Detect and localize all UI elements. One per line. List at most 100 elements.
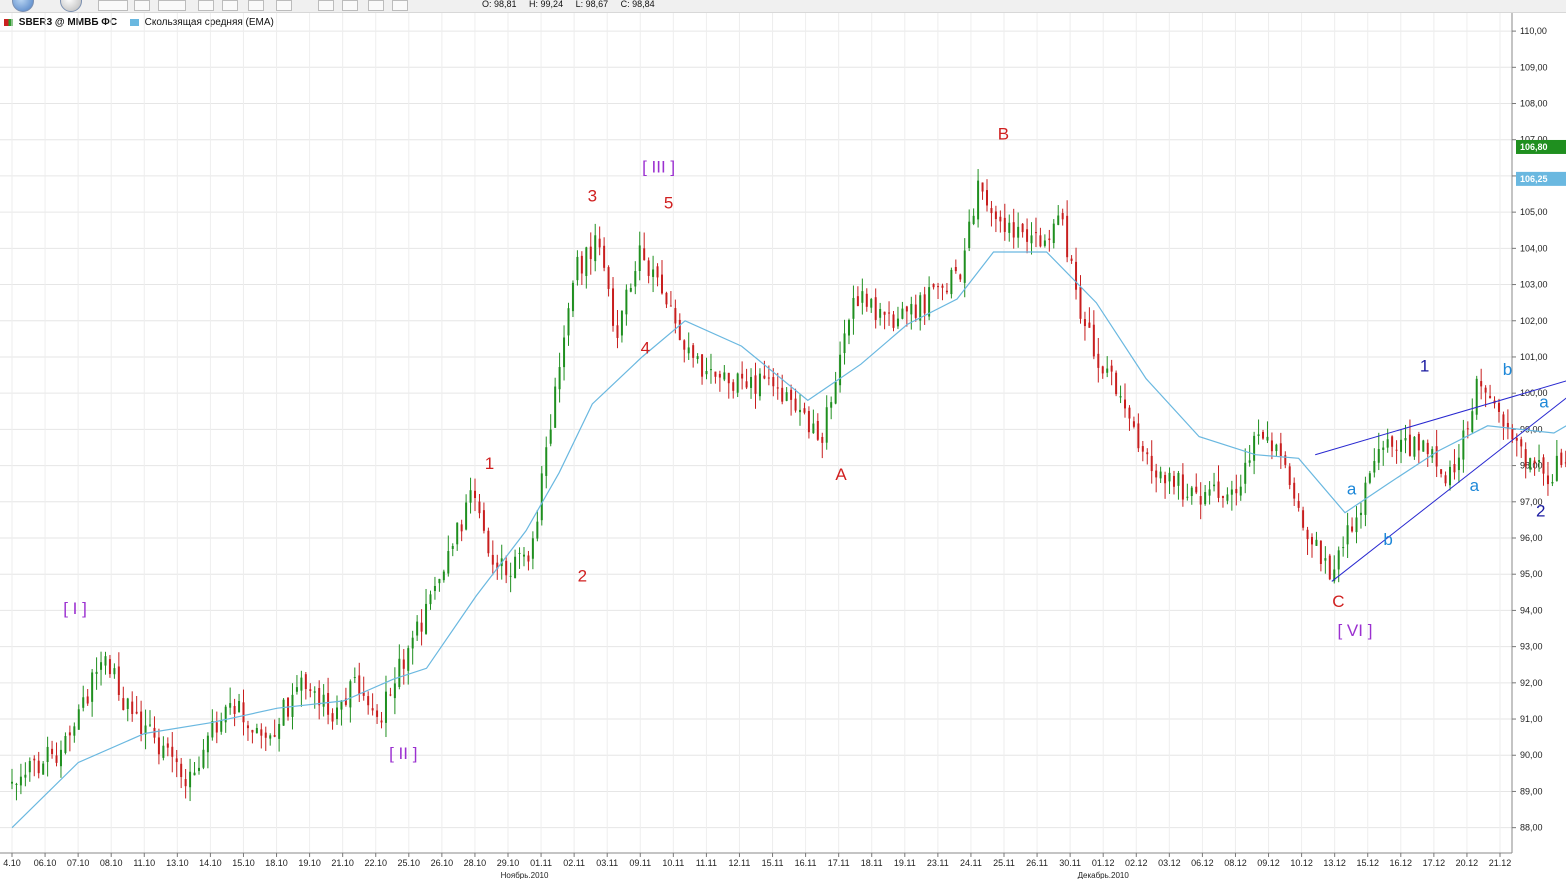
candle-body: [1413, 436, 1416, 457]
candle-body: [425, 603, 428, 634]
candle-body: [540, 473, 543, 521]
candle-body: [1221, 496, 1224, 498]
candle-body: [1137, 423, 1140, 449]
candle-body: [376, 710, 379, 717]
candle-body: [1426, 442, 1429, 455]
candle-body: [1417, 433, 1420, 451]
candle-body: [665, 292, 668, 305]
candle-body: [1092, 324, 1095, 357]
candle-body: [140, 711, 143, 734]
x-tick-label: 07.10: [67, 858, 90, 868]
x-tick-label: 26.10: [431, 858, 454, 868]
pan-tool-button[interactable]: [318, 0, 334, 11]
fib-tool-button[interactable]: [248, 0, 264, 11]
pen-tool-button[interactable]: [342, 0, 358, 11]
candle-body: [264, 732, 267, 738]
x-tick-label: 09.12: [1257, 858, 1280, 868]
candle-body: [1457, 457, 1460, 471]
candle-body: [1484, 387, 1487, 393]
candle-body: [327, 693, 330, 715]
candle-body: [1208, 489, 1211, 496]
candle-body: [1284, 455, 1287, 465]
crosshair-tool-button[interactable]: [134, 0, 150, 11]
candle-body: [456, 522, 459, 545]
candle-body: [100, 662, 103, 670]
candle-body: [1262, 431, 1265, 439]
candle-body: [331, 713, 334, 722]
candle-body: [781, 387, 784, 402]
candle-body: [184, 779, 187, 787]
candle-body: [1146, 452, 1149, 455]
line-tool-button[interactable]: [222, 0, 238, 11]
candle-body: [723, 372, 726, 380]
candle-body: [638, 245, 641, 271]
candle-body: [335, 707, 338, 720]
candle-body: [696, 356, 699, 360]
candle-body: [1008, 222, 1011, 233]
candle-body: [1408, 434, 1411, 456]
candle-body: [313, 691, 316, 693]
candle-body: [1061, 213, 1064, 220]
y-tick-label: 94,00: [1520, 605, 1543, 615]
candle-body: [215, 722, 218, 733]
candle-body: [1043, 240, 1046, 246]
candle-body: [1310, 536, 1313, 545]
wave-label: 5: [664, 194, 673, 213]
candle-body: [1230, 489, 1233, 495]
x-tick-label: 09.11: [629, 858, 651, 868]
candle-body: [714, 371, 717, 377]
candle-body: [82, 697, 85, 708]
legend-ema-label: Скользящая средняя (EMA): [144, 17, 274, 28]
x-tick-label: 03.12: [1158, 858, 1181, 868]
y-tick-label: 105,00: [1520, 207, 1548, 217]
candle-body: [580, 255, 583, 274]
candle-body: [278, 723, 281, 739]
candle-body: [563, 337, 566, 368]
candle-body: [589, 246, 592, 260]
ohlc-close: C: 98,84: [620, 0, 655, 9]
wave-label: [ III ]: [642, 157, 675, 176]
candle-body: [91, 672, 94, 702]
candle-body: [104, 656, 107, 666]
candle-body: [1373, 461, 1376, 473]
candle-body: [1368, 473, 1371, 483]
candle-body: [883, 311, 886, 315]
cursor-tool-button[interactable]: [98, 0, 128, 11]
shape-tool-button[interactable]: [368, 0, 384, 11]
candle-body: [1480, 381, 1483, 387]
x-tick-label: 17.11: [828, 858, 850, 868]
candle-body: [554, 386, 557, 428]
delete-tool-button[interactable]: [392, 0, 408, 11]
candle-body: [852, 297, 855, 319]
candle-body: [594, 235, 597, 262]
candle-body: [1164, 475, 1167, 484]
candle-body: [1039, 235, 1042, 247]
candle-body: [954, 267, 957, 272]
candle-body: [1302, 510, 1305, 528]
text-tool-button[interactable]: [276, 0, 292, 11]
candle-body: [660, 274, 663, 294]
candle-body: [460, 524, 463, 532]
candle-body: [1288, 466, 1291, 485]
candle-body: [353, 677, 356, 679]
y-tick-label: 109,00: [1520, 62, 1548, 72]
candle-body: [24, 774, 27, 778]
candle-body: [1097, 353, 1100, 368]
candle-body: [282, 699, 285, 726]
candle-body: [273, 735, 276, 737]
candle-body: [892, 314, 895, 328]
candle-body: [64, 735, 67, 753]
draw-tool-button[interactable]: [158, 0, 186, 11]
candle-body: [242, 702, 245, 723]
x-tick-label: 11.10: [133, 858, 155, 868]
y-tick-label: 92,00: [1520, 678, 1543, 688]
candle-body: [807, 411, 810, 433]
legend-ema-item[interactable]: Скользящая средняя (EMA): [129, 17, 274, 28]
candle-body: [687, 347, 690, 354]
legend-symbol-item[interactable]: SBER3 @ ММВБ ФС: [4, 17, 120, 28]
zoom-tool-button[interactable]: [198, 0, 214, 11]
candle-body: [344, 698, 347, 705]
candle-body: [1217, 481, 1220, 498]
candle-body: [11, 781, 13, 784]
